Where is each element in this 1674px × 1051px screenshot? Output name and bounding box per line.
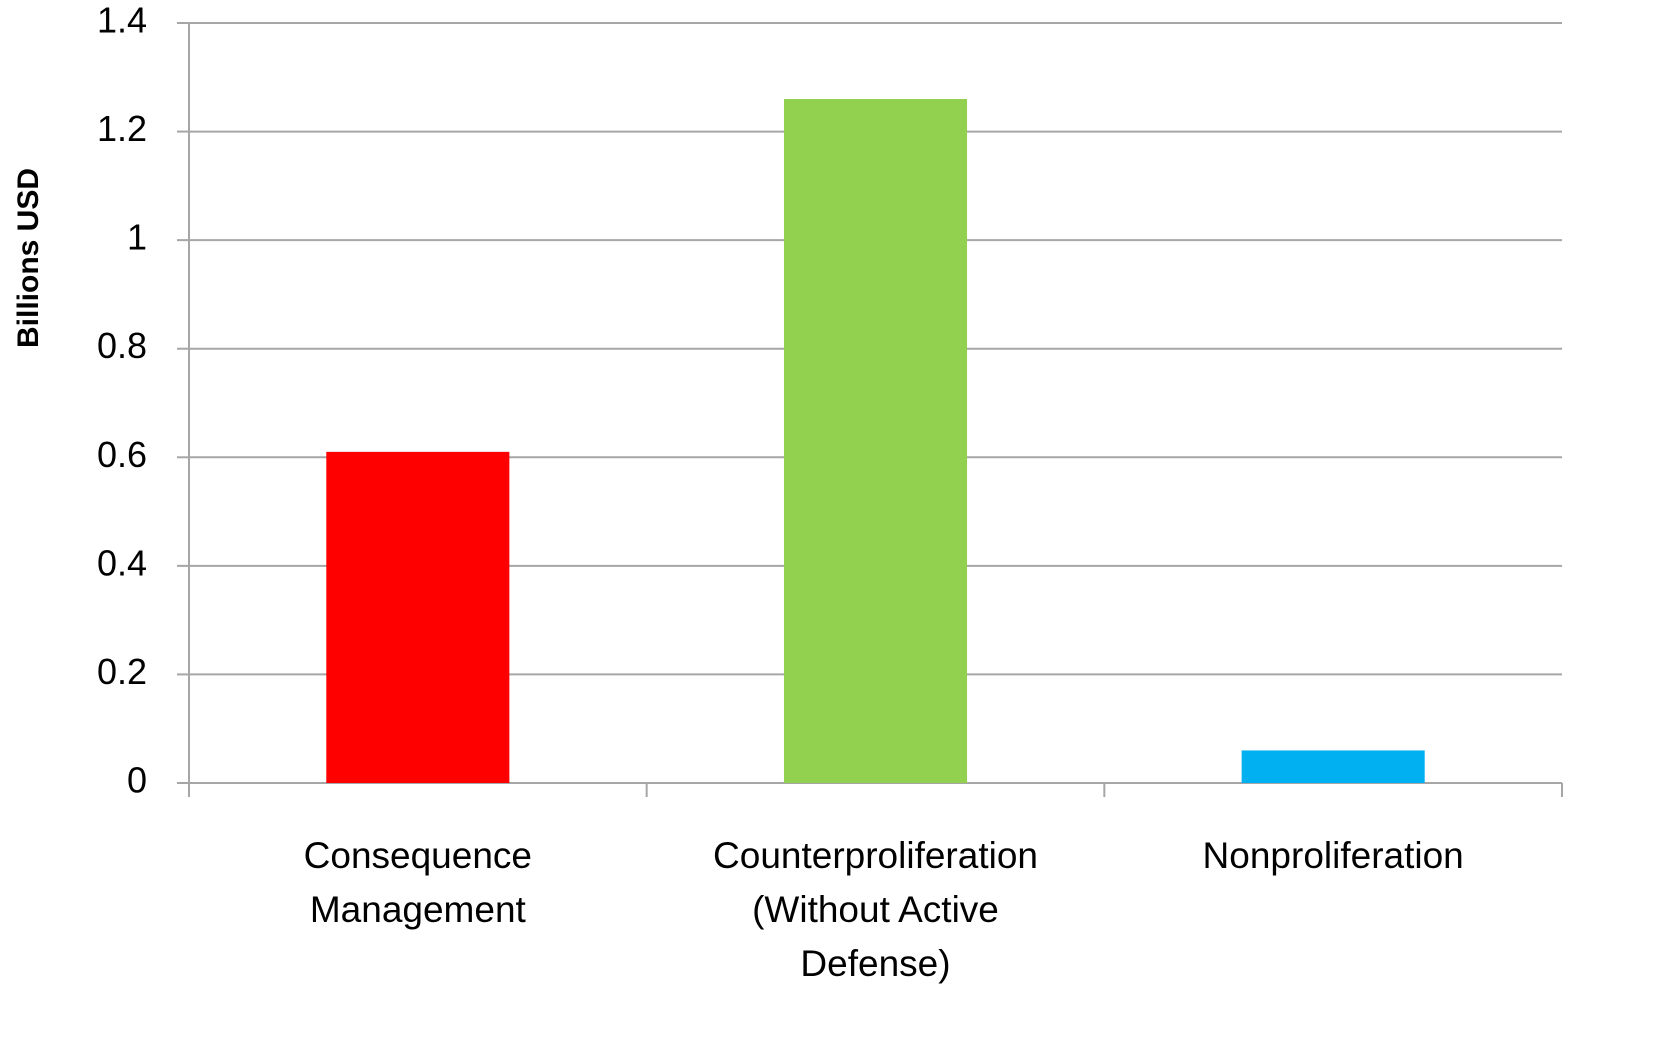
x-tick-label: Counterproliferation (Without Active Def… — [713, 835, 1038, 984]
bar — [1241, 750, 1425, 783]
y-tick-label: 0.8 — [97, 325, 147, 366]
y-tick-label: 1.2 — [97, 108, 147, 149]
y-tick-label: 1.4 — [97, 0, 147, 41]
bar — [326, 451, 510, 783]
y-axis-label: Billions USD — [12, 168, 45, 348]
y-tick-label: 0.6 — [97, 434, 147, 475]
bar — [783, 99, 968, 783]
x-tick-label: Nonproliferation — [1202, 835, 1464, 876]
y-tick-label: 0.2 — [97, 651, 147, 692]
y-tick-label: 1 — [127, 217, 147, 258]
y-tick-label: 0 — [127, 760, 147, 801]
y-tick-label: 0.4 — [97, 542, 147, 583]
x-tick-label: Consequence Management — [303, 835, 532, 930]
